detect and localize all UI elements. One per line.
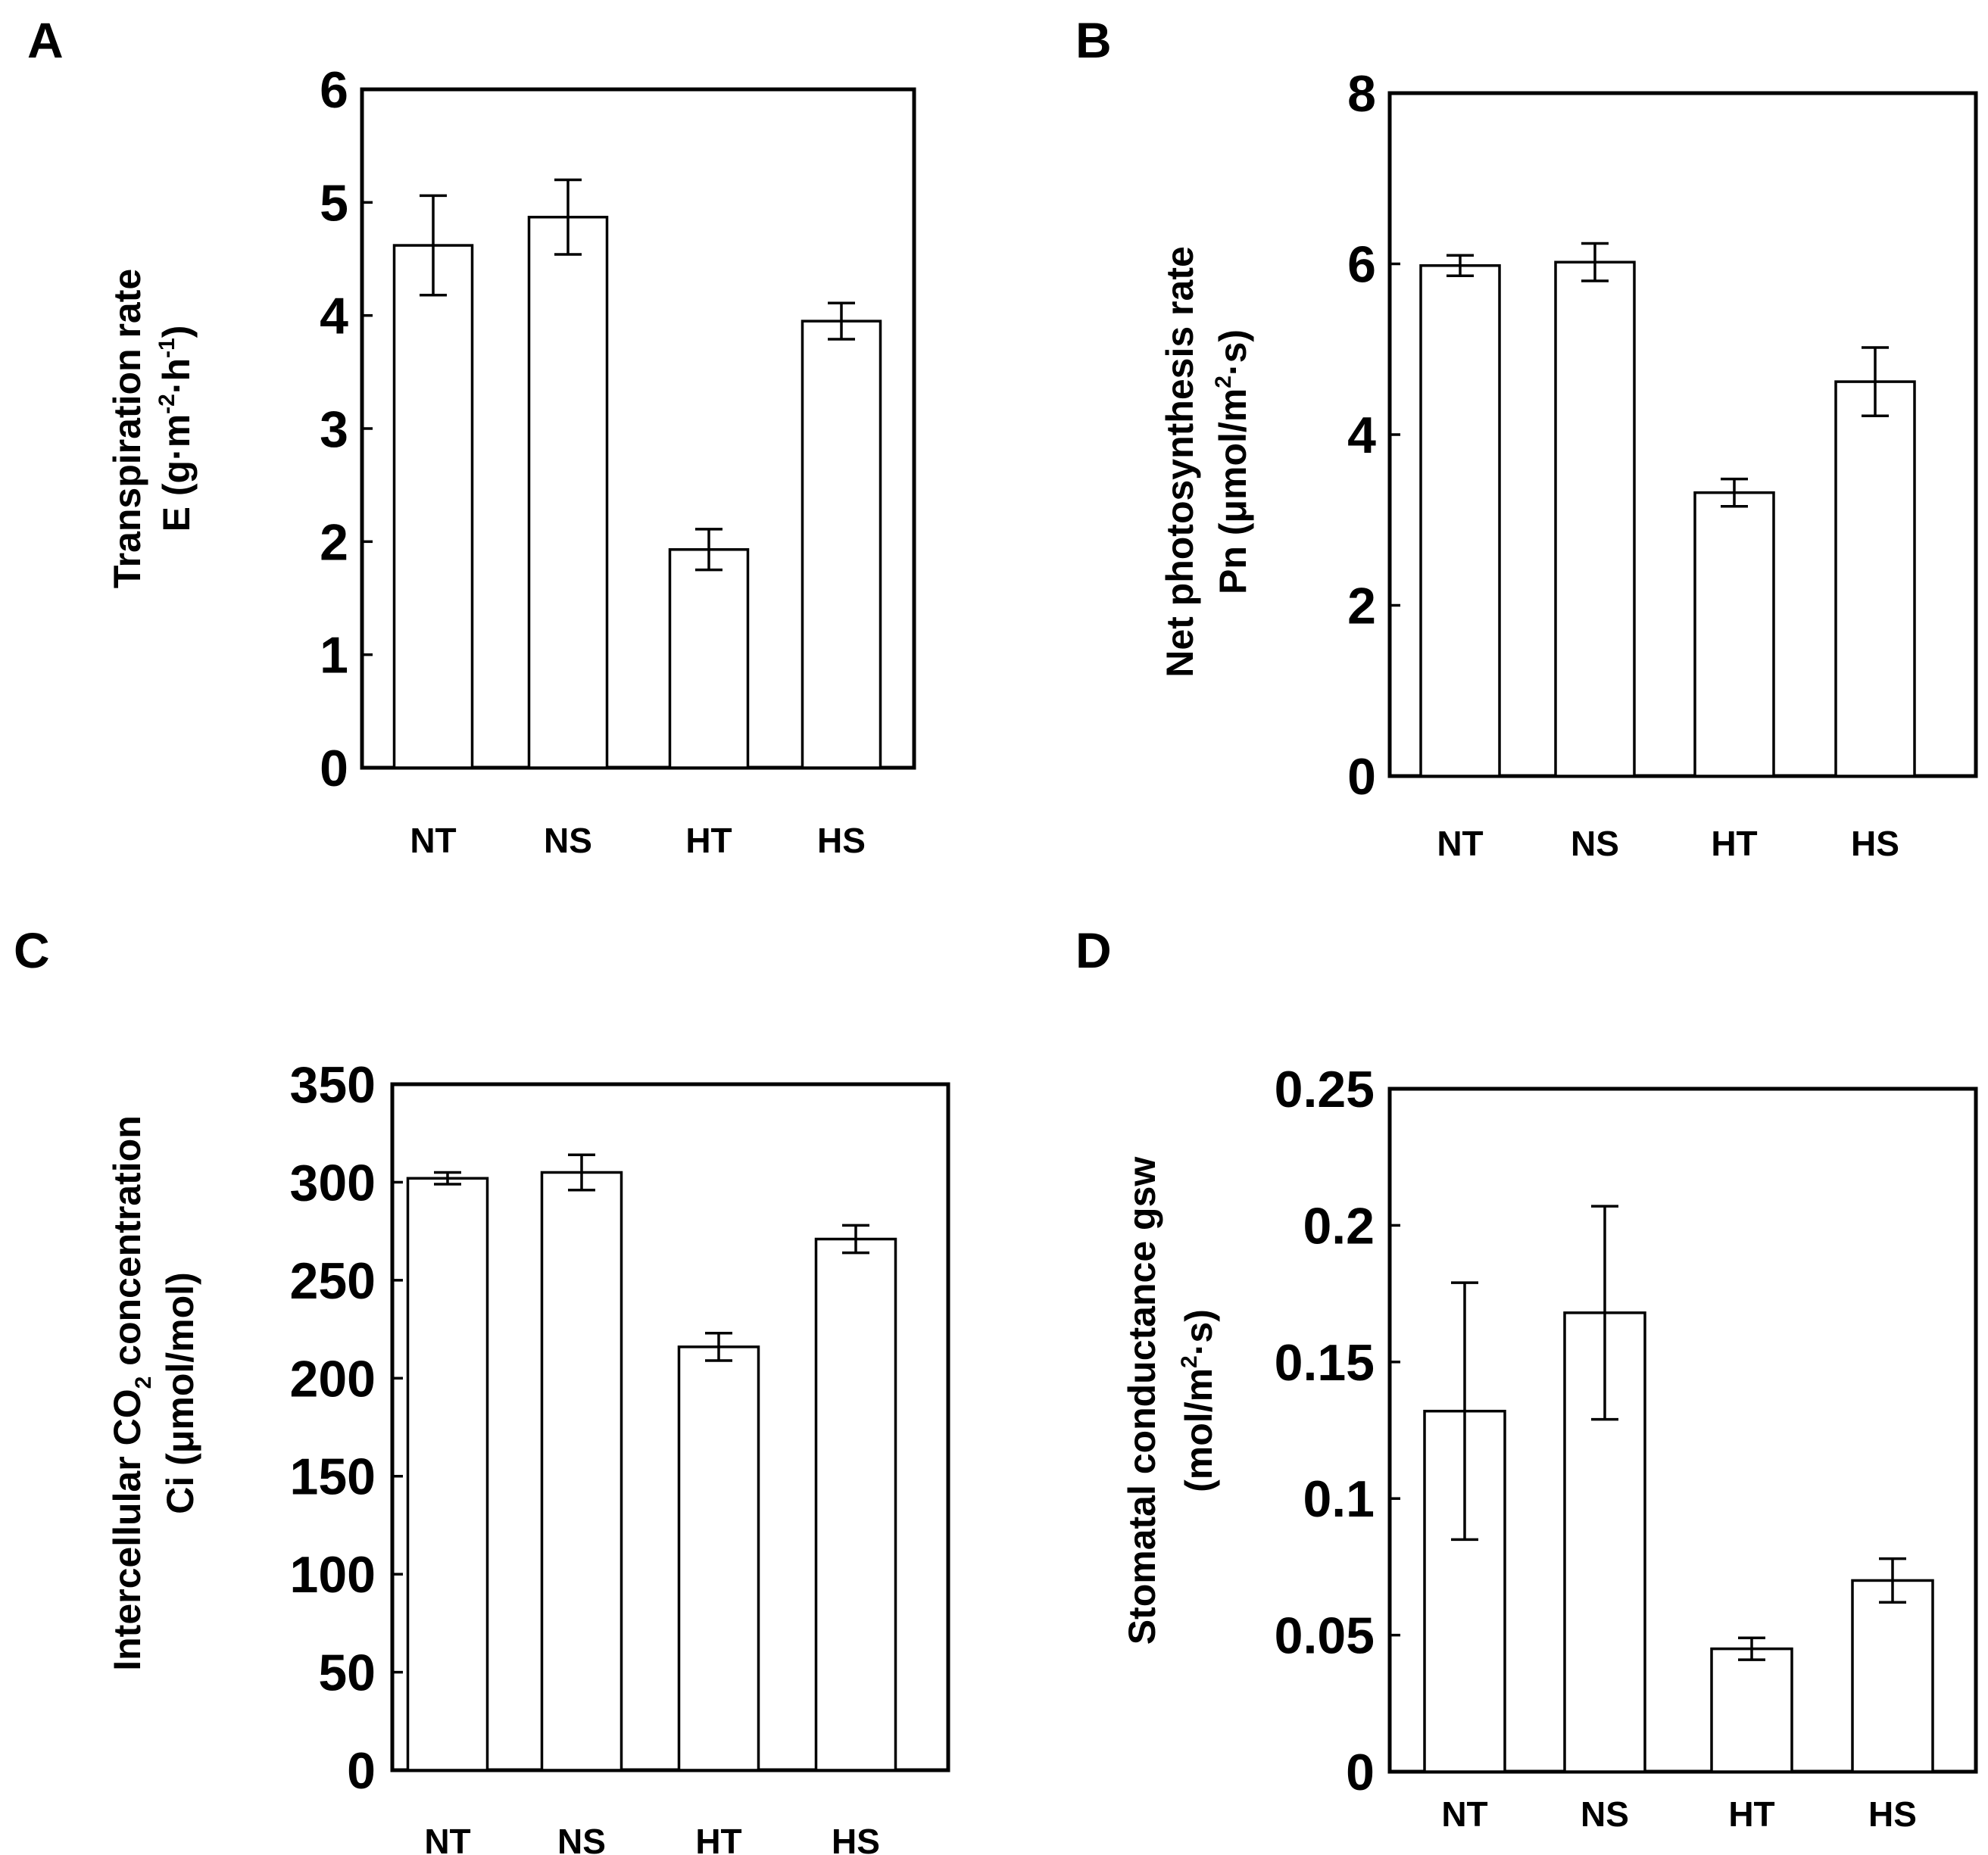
- y-tick-label: 0.25: [1275, 1061, 1375, 1118]
- bar: [1834, 380, 1916, 778]
- x-category-label: NS: [557, 1822, 606, 1855]
- bars: NT NS HT HS: [406, 1153, 897, 1855]
- y-tick-label: 0: [347, 1742, 376, 1800]
- x-category-label: NS: [1581, 1794, 1629, 1834]
- y-ticks: 0 2 4 6 8: [1347, 65, 1400, 806]
- y-tick-label: 50: [318, 1645, 376, 1702]
- x-category-label: HT: [695, 1822, 741, 1855]
- bars: NT NS HT HS: [1423, 1205, 1934, 1834]
- panel-a: A 0 1 2 3 4 5 6 NT NS HT HS Transpiration rate E …: [27, 12, 916, 860]
- y-tick-label: 0.05: [1275, 1607, 1375, 1665]
- y-ticks: 0 1 2 3 4 5 6: [320, 61, 373, 797]
- bar: [406, 1177, 489, 1772]
- bar: [668, 548, 750, 769]
- x-category-label: HS: [832, 1822, 880, 1855]
- y-tick-label: 6: [1347, 236, 1376, 294]
- y-tick-label: 2: [320, 513, 348, 571]
- y-tick-label: 2: [1347, 578, 1376, 635]
- y-tick-label: 8: [1347, 65, 1376, 123]
- x-category-label: NT: [424, 1822, 470, 1855]
- y-axis-label-line1: Stomatal conductance gsw: [1121, 1157, 1163, 1645]
- x-category-label: HS: [1868, 1794, 1917, 1834]
- bar: [1851, 1579, 1934, 1773]
- x-category-label: NT: [1437, 824, 1483, 863]
- plot-frame: [1387, 1086, 1978, 1774]
- y-ticks: 0 0.05 0.1 0.15 0.2 0.25: [1275, 1061, 1400, 1801]
- y-tick-label: 200: [290, 1350, 376, 1408]
- bar: [814, 1237, 897, 1772]
- plot-frame: [390, 1082, 950, 1772]
- x-category-label: NS: [544, 821, 592, 860]
- panel-letter: C: [14, 922, 50, 978]
- bar: [540, 1171, 623, 1772]
- bar: [1419, 264, 1501, 778]
- y-axis-label-line2: E (g·m-2·h-1): [154, 326, 198, 532]
- x-category-label: HT: [1728, 1794, 1774, 1834]
- y-axis-label-line1: Transpiration rate: [106, 269, 148, 588]
- y-axis-label-line2: (mol/m2·s): [1177, 1309, 1220, 1492]
- x-category-label: HS: [817, 821, 866, 860]
- bars: NT NS HT HS: [392, 178, 882, 860]
- y-tick-label: 0.1: [1303, 1470, 1375, 1528]
- x-category-label: HT: [685, 821, 732, 860]
- panel-letter: B: [1075, 12, 1112, 68]
- x-category-label: HT: [1711, 824, 1757, 863]
- bar: [1693, 491, 1775, 778]
- y-tick-label: 100: [290, 1546, 376, 1604]
- y-tick-label: 300: [290, 1154, 376, 1211]
- bar: [1710, 1647, 1793, 1773]
- y-tick-label: 5: [320, 174, 348, 232]
- y-tick-label: 0.15: [1275, 1334, 1375, 1392]
- y-axis-label-line1: Net photosynthesis rate: [1159, 246, 1201, 678]
- bar: [392, 244, 474, 769]
- y-ticks: 0 50 100 150 200 250 300 350: [290, 1056, 403, 1800]
- y-tick-label: 4: [320, 288, 348, 345]
- y-tick-label: 1: [320, 627, 348, 684]
- y-tick-label: 6: [320, 61, 348, 119]
- bar: [677, 1345, 760, 1772]
- x-category-label: NT: [1441, 1794, 1487, 1834]
- bar: [1554, 260, 1636, 778]
- y-tick-label: 0: [320, 740, 348, 797]
- panel-b: B 0 2 4 6 8 NT NS HT HS Net photosynthesis rate…: [1075, 12, 1978, 863]
- y-tick-label: 0: [1346, 1744, 1375, 1801]
- y-axis-label-line1: Intercellular CO2 concentration: [106, 1115, 156, 1671]
- x-category-label: HS: [1851, 824, 1899, 863]
- panel-letter: A: [27, 12, 64, 68]
- panel-letter: D: [1075, 922, 1112, 978]
- y-tick-label: 3: [320, 401, 348, 458]
- y-tick-label: 250: [290, 1252, 376, 1310]
- y-tick-label: 0.2: [1303, 1197, 1375, 1255]
- y-axis-label-line2: Pn (μmol/m2·s): [1211, 329, 1254, 594]
- bars: NT NS HT HS: [1419, 242, 1916, 863]
- y-axis-label-line2: Ci (μmol/mol): [159, 1272, 201, 1514]
- y-tick-label: 350: [290, 1056, 376, 1114]
- x-category-label: NS: [1571, 824, 1619, 863]
- bar: [527, 215, 609, 769]
- panel-d: D 0 0.05 0.1 0.15 0.2 0.25 NT NS HT HS Stomatal …: [1075, 922, 1978, 1834]
- x-category-label: NT: [410, 821, 456, 860]
- panel-c: C 0 50 100 150 200 250 300 350 NT NS HT HS Interce…: [14, 922, 950, 1855]
- y-tick-label: 150: [290, 1448, 376, 1506]
- y-tick-label: 4: [1347, 407, 1376, 464]
- bar: [801, 320, 882, 769]
- y-tick-label: 0: [1347, 748, 1376, 806]
